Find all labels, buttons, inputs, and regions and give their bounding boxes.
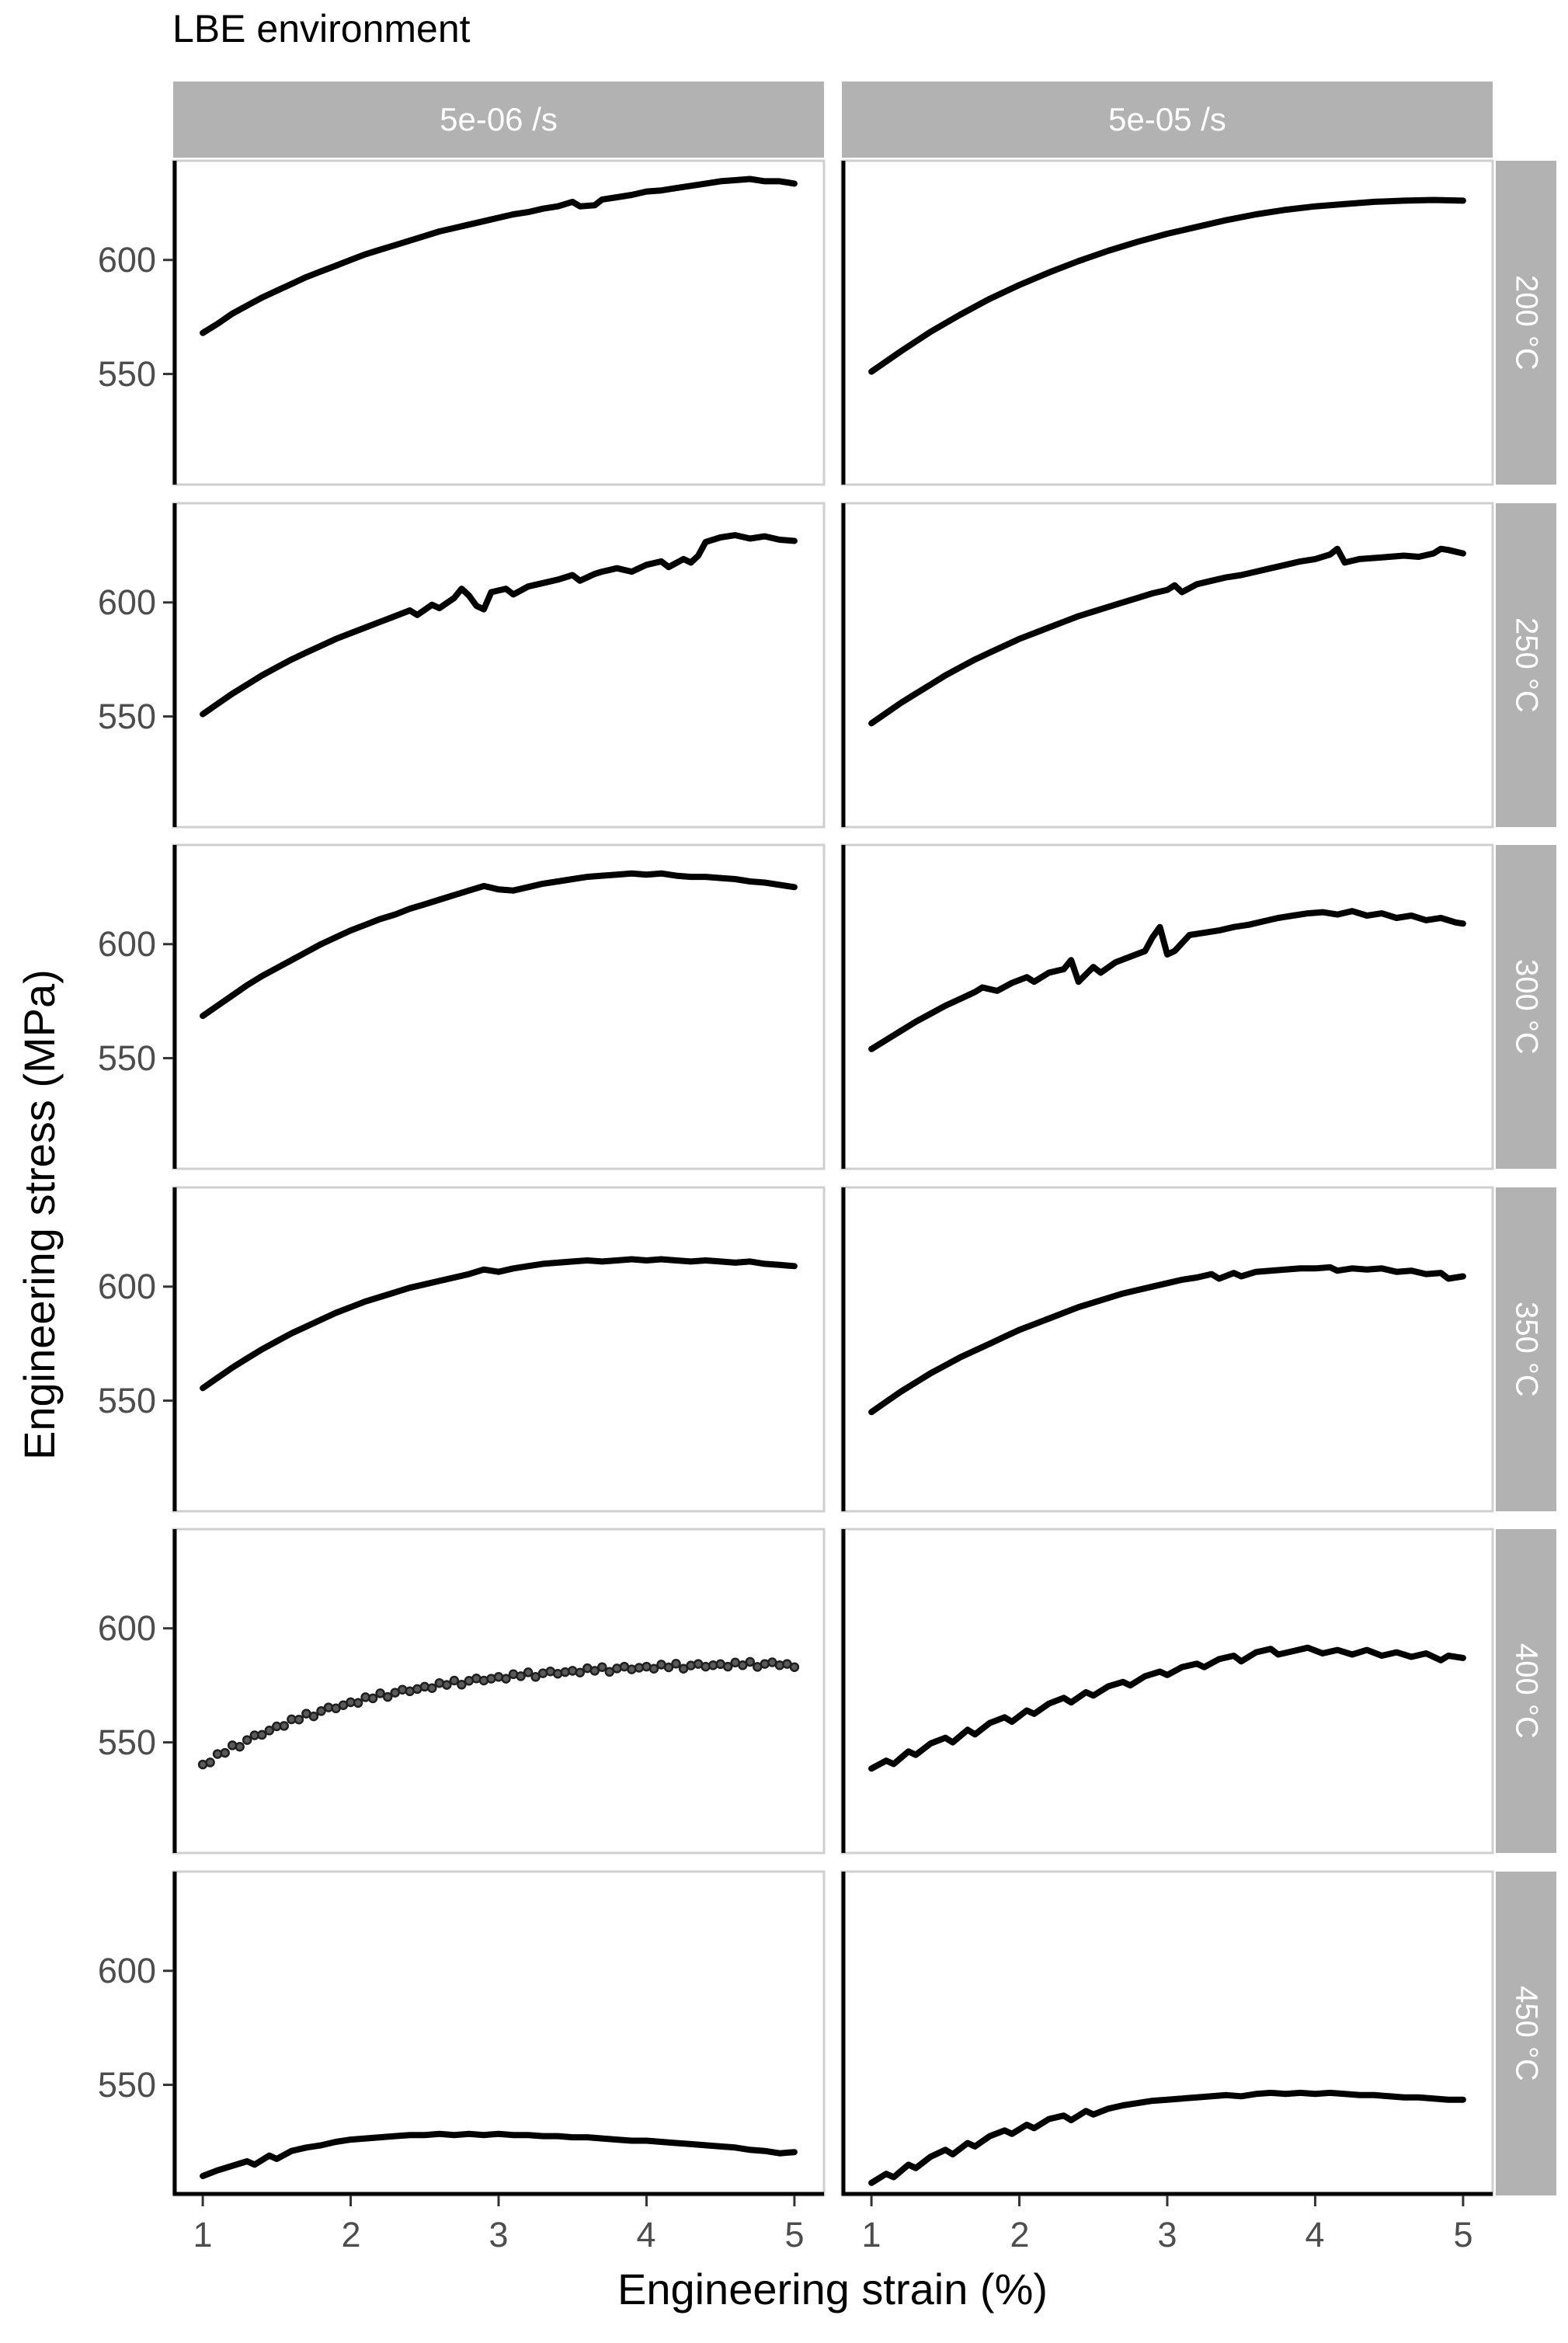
y-tick-600-row2: 600 [97, 582, 156, 622]
x-tick-1-col1: 1 [193, 2215, 213, 2254]
row-strip-250°C: 250 °C [1496, 503, 1556, 827]
y-tick-550-row2: 550 [97, 697, 156, 736]
column-header-5e-05: 5e-05 /s [842, 82, 1493, 158]
row-strip-350°C: 350 °C [1496, 1187, 1556, 1511]
y-tick-550-row3: 550 [97, 1038, 156, 1078]
x-tick-5-col2: 5 [1453, 2215, 1473, 2254]
y-tick-550-row5: 550 [97, 1722, 156, 1762]
x-tick-2-col2: 2 [1010, 2215, 1030, 2254]
y-tick-600-row1: 600 [97, 240, 156, 280]
y-tick-600-row5: 600 [97, 1608, 156, 1648]
y-tick-550-row6: 550 [97, 2065, 156, 2105]
y-tick-600-row3: 600 [97, 924, 156, 964]
chart-title: LBE environment [172, 7, 471, 50]
y-tick-600-row6: 600 [97, 1951, 156, 1990]
x-tick-5-col1: 5 [784, 2215, 805, 2254]
row-strip-300°C: 300 °C [1496, 845, 1556, 1169]
x-tick-4-col2: 4 [1305, 2215, 1325, 2254]
x-tick-2-col1: 2 [341, 2215, 361, 2254]
x-tick-1-col2: 1 [861, 2215, 881, 2254]
x-axis-title: Engineering strain (%) [617, 2265, 1048, 2313]
x-tick-3-col1: 3 [488, 2215, 509, 2254]
x-tick-3-col2: 3 [1157, 2215, 1177, 2254]
row-strip-450°C: 450 °C [1496, 1872, 1556, 2195]
y-tick-600-row4: 600 [97, 1267, 156, 1306]
y-tick-550-row1: 550 [97, 354, 156, 394]
y-tick-550-row4: 550 [97, 1381, 156, 1420]
row-strip-400°C: 400 °C [1496, 1529, 1556, 1853]
column-header-5e-06: 5e-06 /s [173, 82, 824, 158]
y-axis-title: Engineering stress (MPa) [15, 969, 64, 1460]
x-tick-4-col1: 4 [636, 2215, 656, 2254]
row-strip-200°C: 200 °C [1496, 161, 1556, 485]
